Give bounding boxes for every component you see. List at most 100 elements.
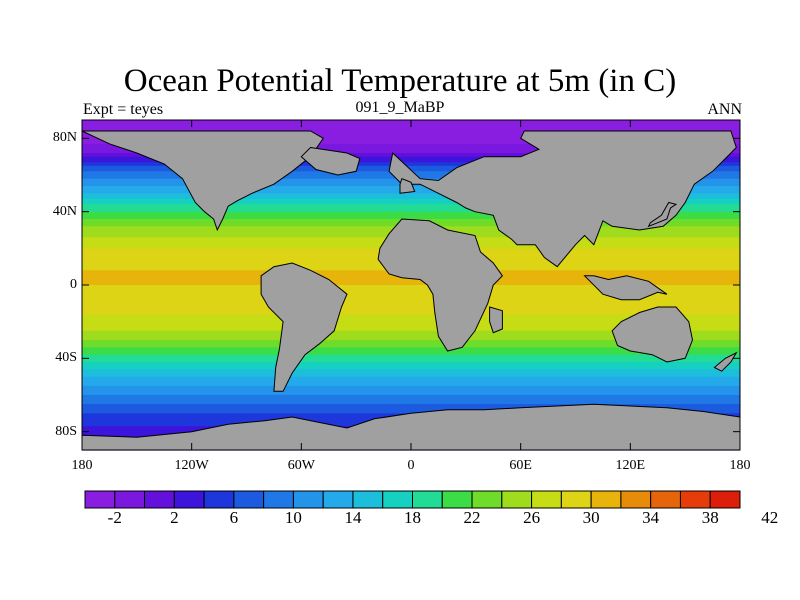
ocean-band <box>82 151 740 154</box>
ocean-band <box>82 321 740 325</box>
ocean-band <box>82 411 740 414</box>
land-europe-asia <box>388 130 737 268</box>
land-north-america <box>81 130 325 232</box>
ocean-band <box>82 215 740 218</box>
colorbar-swatch <box>233 490 265 509</box>
colorbar-swatch <box>352 490 384 509</box>
colorbar-swatch <box>531 490 562 509</box>
ocean-band <box>82 387 740 391</box>
ocean-band <box>82 217 740 220</box>
ocean-band <box>82 382 740 385</box>
ocean-band <box>82 202 740 205</box>
ocean-band <box>82 349 740 352</box>
ocean-band <box>82 136 740 139</box>
ocean-band <box>82 345 740 348</box>
ocean-band <box>82 204 740 207</box>
ocean-band <box>82 193 740 196</box>
ocean-band <box>82 156 740 160</box>
ocean-band <box>82 354 740 358</box>
ocean-band <box>82 334 740 337</box>
colorbar-swatch <box>84 490 116 509</box>
ocean-band <box>82 404 740 407</box>
x-tick-label: 60W <box>287 458 315 473</box>
ocean-band <box>82 131 740 134</box>
ocean-band <box>82 316 740 319</box>
colorbar-swatch <box>620 490 652 509</box>
ocean-band <box>82 369 740 372</box>
colorbar-swatch <box>441 490 473 509</box>
colorbar-swatch <box>501 490 533 509</box>
experiment-label: Expt = teyes <box>83 101 164 118</box>
ocean-band <box>82 142 740 145</box>
colorbar-swatch <box>471 490 503 509</box>
ocean-band <box>82 384 740 387</box>
ocean-band <box>82 409 740 413</box>
ocean-band <box>82 285 740 288</box>
land-south-america <box>260 262 348 392</box>
colorbar-label: 2 <box>170 508 179 527</box>
land-masses <box>81 130 741 451</box>
land-britain <box>399 178 416 194</box>
period-label: 091_9_MaBP <box>355 99 445 116</box>
ocean-band <box>82 129 740 132</box>
x-tick-label: 180 <box>729 458 751 473</box>
ocean-band <box>82 380 740 383</box>
colorbar-swatch <box>203 490 235 509</box>
x-tick-label: 60E <box>509 458 532 473</box>
colorbar-swatch <box>263 490 294 509</box>
ocean-band <box>82 358 740 361</box>
colorbar-label: 22 <box>463 508 481 527</box>
ocean-band <box>82 307 740 310</box>
colorbar-swatch <box>114 490 146 509</box>
ocean-band <box>82 374 740 378</box>
ocean-band <box>82 158 740 161</box>
ocean-band <box>82 351 740 354</box>
ocean-band <box>82 314 740 317</box>
ocean-band <box>82 195 740 198</box>
colorbar-swatch <box>292 490 324 509</box>
ocean-band <box>82 318 740 321</box>
ocean-band <box>82 165 740 169</box>
ocean-band <box>82 389 740 392</box>
ocean-band <box>82 352 740 356</box>
ocean-band <box>82 332 740 336</box>
ocean-band <box>82 398 740 402</box>
y-tick-label: 80S <box>55 423 77 439</box>
ocean-band <box>82 303 740 306</box>
ocean-band <box>82 400 740 403</box>
ocean-band <box>82 310 740 314</box>
x-tick-label: 120E <box>615 458 646 473</box>
ocean-band <box>82 198 740 202</box>
ocean-band <box>82 213 740 216</box>
ocean-band <box>82 305 740 308</box>
ocean-band <box>82 319 740 323</box>
land-new-zealand <box>713 351 738 372</box>
colorbar-label: 6 <box>229 508 239 527</box>
ocean-band <box>82 385 740 389</box>
ocean-band <box>82 167 740 171</box>
ocean-band <box>82 393 740 396</box>
ocean-band <box>82 371 740 374</box>
colorbar-swatch <box>679 490 711 509</box>
ocean-band <box>82 312 740 315</box>
ocean-band <box>82 407 740 411</box>
chart-title: Ocean Potential Temperature at 5m (in C) <box>123 63 677 99</box>
ocean-band <box>82 363 740 367</box>
ocean-band <box>82 164 740 167</box>
ocean-band <box>82 127 740 130</box>
ocean-band <box>82 406 740 409</box>
ocean-band <box>82 329 740 332</box>
colorbar-label: 10 <box>284 508 302 527</box>
ocean-band <box>82 288 740 292</box>
ocean-band <box>82 206 740 209</box>
ocean-band <box>82 134 740 138</box>
colorbar-label: -2 <box>107 508 122 527</box>
land-indonesia <box>583 275 668 301</box>
ocean-band <box>82 281 740 284</box>
ocean-band <box>82 376 740 380</box>
ocean-band <box>82 323 740 326</box>
ocean-band <box>82 283 740 286</box>
colorbar-label: 14 <box>344 508 362 527</box>
ocean-band <box>82 160 740 163</box>
